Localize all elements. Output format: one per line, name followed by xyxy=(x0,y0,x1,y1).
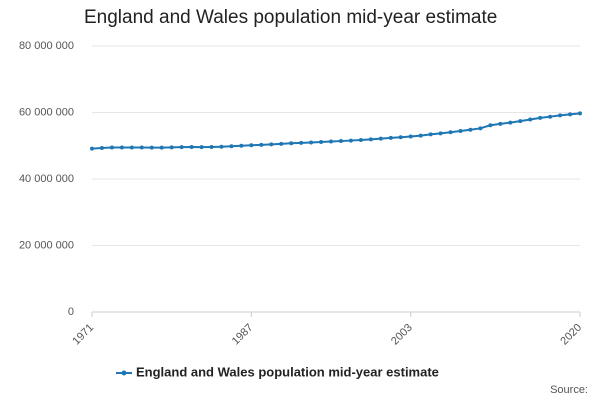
x-tick-label: 2003 xyxy=(389,322,415,348)
data-point xyxy=(289,141,294,146)
data-point xyxy=(169,145,174,150)
data-point xyxy=(119,145,124,150)
data-point xyxy=(109,145,114,150)
data-point xyxy=(249,143,254,148)
data-point xyxy=(99,145,104,150)
x-tick-label: 1987 xyxy=(230,322,256,348)
data-point xyxy=(139,145,144,150)
data-point xyxy=(528,117,533,122)
y-tick-label: 80 000 000 xyxy=(19,40,74,52)
data-point xyxy=(229,144,234,149)
data-point xyxy=(518,119,523,124)
data-point xyxy=(498,121,503,126)
y-tick-label: 20 000 000 xyxy=(19,239,74,251)
data-point xyxy=(358,138,363,143)
data-point xyxy=(259,142,264,147)
data-point xyxy=(448,130,453,135)
data-point xyxy=(159,145,164,150)
data-point xyxy=(329,139,334,144)
data-point xyxy=(319,140,324,145)
data-point xyxy=(378,136,383,141)
y-tick-label: 60 000 000 xyxy=(19,106,74,118)
data-point xyxy=(179,145,184,150)
data-point xyxy=(548,114,553,119)
data-point xyxy=(299,140,304,145)
data-point xyxy=(538,115,543,120)
source: Source: xyxy=(550,384,588,396)
data-point xyxy=(129,145,134,150)
data-point xyxy=(458,128,463,133)
data-point xyxy=(418,133,423,138)
data-point xyxy=(219,144,224,149)
y-tick-label: 40 000 000 xyxy=(19,173,74,185)
data-point xyxy=(578,111,582,116)
data-point xyxy=(428,132,433,137)
data-point xyxy=(488,123,493,128)
data-point xyxy=(239,143,244,148)
data-point xyxy=(149,145,154,150)
data-point xyxy=(398,135,403,140)
data-point xyxy=(338,139,343,144)
data-point xyxy=(348,138,353,143)
data-point xyxy=(468,127,473,132)
data-point xyxy=(279,141,284,146)
chart-title: England and Wales population mid-year es… xyxy=(84,7,497,28)
data-point xyxy=(199,145,204,150)
x-tick-label: 1971 xyxy=(70,322,96,348)
data-point xyxy=(209,145,214,150)
data-point xyxy=(368,137,373,142)
y-tick-label: 0 xyxy=(68,306,74,318)
x-tick-label: 2020 xyxy=(558,322,584,348)
data-point xyxy=(189,144,194,149)
legend-marker xyxy=(121,370,127,376)
data-point xyxy=(90,146,94,151)
data-point xyxy=(558,113,563,118)
data-point xyxy=(309,140,314,145)
data-point xyxy=(508,120,513,125)
data-point xyxy=(388,135,393,140)
series-line xyxy=(91,112,581,150)
data-point xyxy=(408,134,413,139)
data-point xyxy=(438,131,443,136)
data-point xyxy=(568,112,573,117)
legend-label: England and Wales population mid-year es… xyxy=(136,364,439,379)
data-point xyxy=(269,142,274,147)
data-point xyxy=(478,126,483,131)
